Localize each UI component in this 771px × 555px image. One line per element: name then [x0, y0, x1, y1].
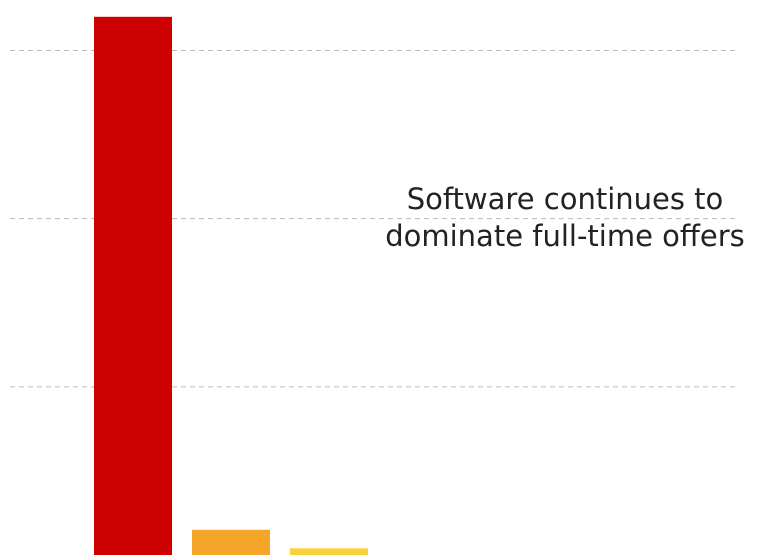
annotation-line: dominate full-time offers — [385, 219, 745, 253]
bars — [94, 16, 368, 555]
bar — [192, 529, 270, 555]
bar — [290, 548, 368, 555]
annotation-line: Software continues to — [407, 182, 724, 216]
bar — [94, 16, 172, 555]
